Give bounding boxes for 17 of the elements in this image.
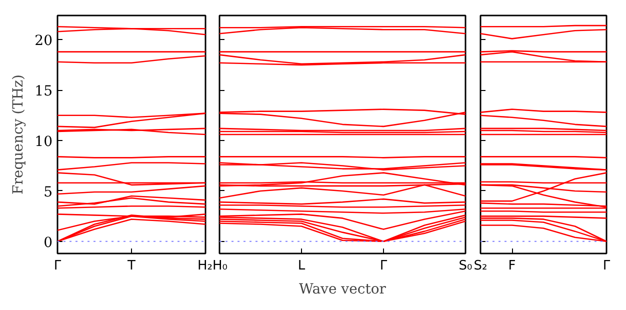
x-tick-label: L [298,258,306,274]
y-tick-label: 5 [44,184,53,200]
x-tick-label: S₂ [474,258,488,274]
y-tick-label: 0 [44,234,53,251]
y-tick-label: 20 [34,33,53,50]
y-tick-label: 10 [34,134,53,150]
x-tick-label: Γ [380,258,388,274]
y-tick-label: 15 [34,84,53,100]
x-tick-label: F [508,258,516,274]
x-tick-label: H₀ [212,258,228,274]
y-axis-title: Frequency (THz) [10,74,27,195]
x-tick-label: T [126,258,136,274]
x-tick-label: Γ [602,258,611,274]
x-tick-label: H₂ [198,258,213,274]
x-tick-label: Γ [54,258,62,274]
x-tick-label: S₀ [458,258,472,274]
x-axis-title: Wave vector [299,282,386,298]
